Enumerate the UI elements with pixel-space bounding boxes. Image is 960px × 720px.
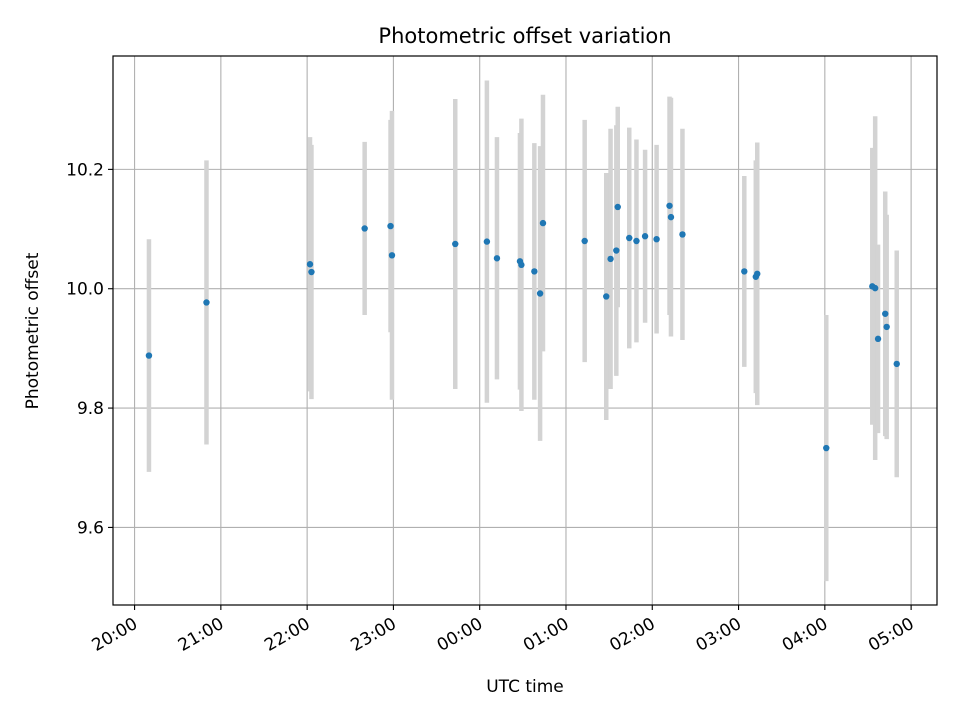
y-tick-label: 10.0: [66, 280, 104, 300]
y-tick-label: 10.2: [66, 160, 104, 180]
data-point: [893, 360, 900, 368]
data-point: [607, 255, 614, 263]
data-point: [679, 231, 686, 238]
data-point: [874, 335, 882, 343]
data-point: [518, 261, 525, 269]
data-point: [361, 225, 368, 232]
data-point: [871, 284, 879, 292]
data-point: [614, 203, 621, 211]
data-point: [823, 444, 830, 452]
y-axis-title: Photometric offset: [23, 252, 43, 409]
y-tick-label: 9.6: [77, 518, 104, 538]
data-points: [145, 202, 900, 452]
data-point: [883, 323, 890, 331]
chart-title: Photometric offset variation: [378, 24, 671, 48]
y-tick-label: 9.8: [77, 399, 104, 419]
data-point: [539, 219, 547, 227]
data-point: [493, 255, 501, 262]
grid: [113, 56, 937, 605]
data-point: [306, 261, 314, 268]
data-point: [387, 222, 394, 230]
data-point: [531, 268, 538, 275]
data-point: [308, 268, 315, 276]
x-axis-title: UTC time: [486, 677, 564, 697]
data-point: [626, 234, 633, 242]
data-point: [754, 270, 761, 278]
data-point: [536, 290, 544, 297]
data-point: [641, 233, 649, 240]
data-point: [145, 352, 153, 359]
data-point: [483, 238, 491, 245]
data-point: [653, 235, 660, 243]
plot-frame: [112, 55, 938, 606]
data-point: [388, 252, 396, 259]
data-point: [741, 268, 748, 275]
data-point: [666, 202, 673, 209]
data-point: [203, 299, 210, 306]
data-point: [633, 237, 640, 245]
data-point: [667, 213, 675, 221]
data-point: [882, 310, 889, 317]
data-point: [452, 240, 459, 248]
data-point: [613, 247, 620, 254]
data-point: [603, 293, 610, 300]
data-point: [581, 237, 588, 245]
